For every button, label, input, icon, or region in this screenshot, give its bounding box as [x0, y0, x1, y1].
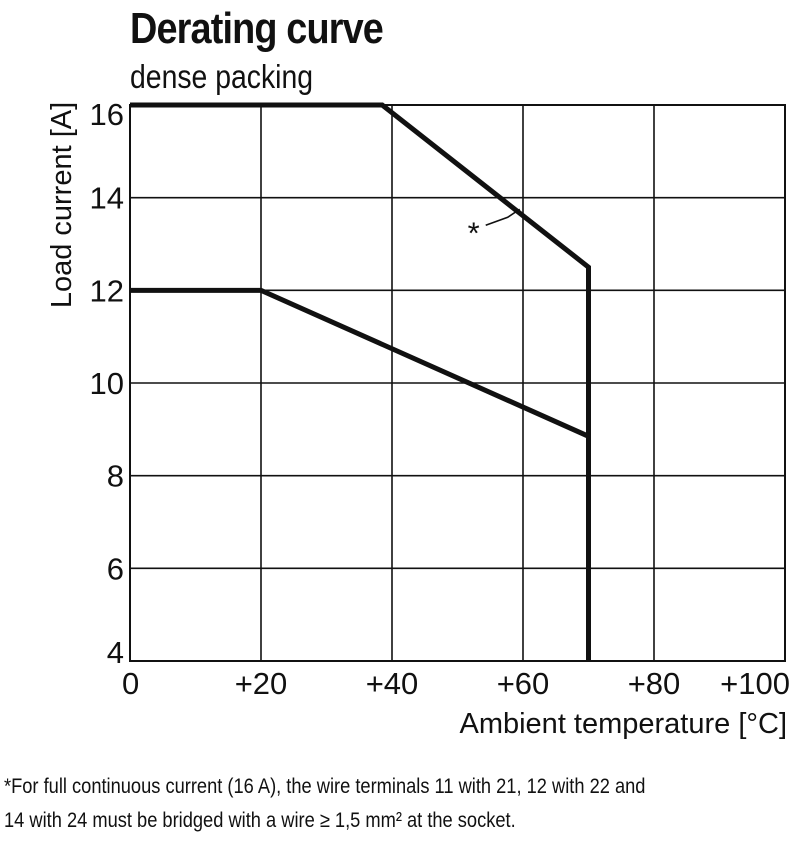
x-tick-label-3: +60 — [497, 666, 550, 701]
y-tick-label-5: 14 — [90, 181, 124, 216]
y-tick-label-4: 12 — [90, 273, 124, 308]
annotation-label-1: * — [468, 215, 480, 250]
y-tick-labels: 4 6 8 10 12 14 16 — [90, 97, 124, 670]
y-tick-label-0: 4 — [107, 635, 124, 670]
annotation-leader-1 — [485, 208, 521, 227]
footnote: *For full continuous current (16 A), the… — [4, 770, 787, 838]
x-tick-labels: 0 +20 +40 +60 +80 +100 — [122, 666, 790, 701]
derating-chart: * 0 +20 +40 +60 +80 +100 4 6 8 10 12 14 16 Ambient … — [46, 97, 790, 740]
x-tick-label-5: +100 — [720, 666, 790, 701]
y-tick-label-6: 16 — [90, 97, 124, 132]
y-axis-label: Load current [A] — [46, 102, 78, 308]
plot-frame — [129, 104, 786, 662]
footnote-line-2: 14 with 24 must be bridged with a wire ≥… — [4, 809, 516, 832]
x-tick-label-0: 0 — [122, 666, 139, 701]
x-axis-label: Ambient temperature [°C] — [459, 708, 787, 740]
series-line-2 — [130, 287, 591, 661]
chart-title: Derating curve — [130, 4, 384, 53]
footnote-line-1: *For full continuous current (16 A), the… — [4, 775, 646, 798]
annotations: * — [468, 208, 521, 250]
y-tick-label-3: 10 — [90, 366, 124, 401]
x-tick-label-4: +80 — [628, 666, 681, 701]
x-tick-label-1: +20 — [235, 666, 288, 701]
chart-subtitle: dense packing — [130, 58, 314, 95]
y-tick-label-1: 6 — [107, 551, 124, 586]
x-tick-label-2: +40 — [366, 666, 419, 701]
grid — [130, 105, 785, 661]
series-group — [130, 102, 591, 661]
y-tick-label-2: 8 — [107, 459, 124, 494]
